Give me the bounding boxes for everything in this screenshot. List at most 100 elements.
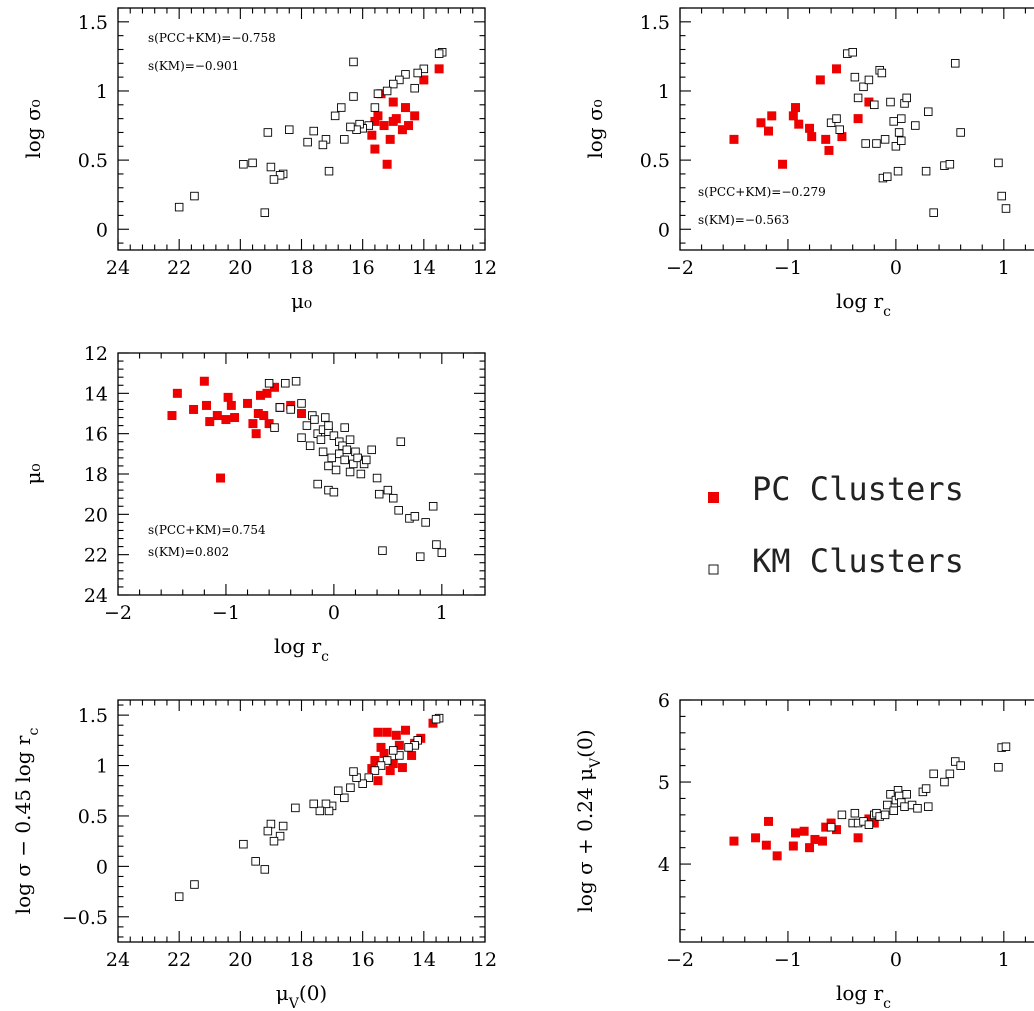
pc-cluster-point	[270, 382, 280, 392]
km-cluster-point	[902, 93, 911, 103]
km-cluster-point	[956, 761, 965, 770]
y-tick-label: 1.5	[78, 12, 108, 34]
annotation: s(PCC+KM)=0.754	[148, 523, 266, 537]
y-tick-label: 20	[84, 504, 108, 526]
km-cluster-point	[251, 857, 260, 866]
pc-cluster-point	[761, 840, 771, 850]
x-tick-label: −1	[774, 257, 802, 279]
km-cluster-point	[297, 433, 306, 442]
km-cluster-point	[376, 761, 386, 770]
km-cluster-point	[900, 802, 909, 811]
km-cluster-point	[889, 806, 898, 815]
x-tick-label: 1	[998, 949, 1010, 971]
pc-cluster-point	[172, 388, 182, 398]
pc-cluster-point	[189, 404, 199, 414]
x-tick-label: 16	[351, 949, 375, 971]
x-axis-label: μV(0)	[276, 981, 327, 1011]
km-cluster-point	[872, 139, 881, 148]
y-axis-label: log σ₀	[21, 99, 45, 158]
x-tick-label: 20	[228, 257, 252, 279]
km-cluster-point	[882, 800, 892, 810]
pc-cluster-point	[205, 417, 215, 427]
pc-cluster-point	[367, 130, 377, 140]
km-cluster-point	[346, 122, 355, 132]
pc-cluster-point	[810, 834, 820, 844]
km-cluster-point	[331, 465, 341, 475]
km-cluster-point	[313, 479, 322, 489]
x-tick-label: 0	[890, 257, 902, 279]
km-cluster-point	[853, 93, 863, 103]
pc-cluster-point	[230, 413, 240, 423]
pc-cluster-point	[869, 818, 879, 828]
km-cluster-point	[902, 790, 911, 799]
km-cluster-point	[303, 137, 312, 147]
pc-cluster-point	[756, 118, 766, 128]
pc-cluster-point	[817, 836, 827, 846]
y-tick-label: 1	[658, 81, 670, 103]
km-cluster-point	[945, 160, 955, 169]
pc-cluster-point	[772, 851, 782, 861]
km-cluster-point	[1001, 204, 1011, 213]
km-cluster-point	[174, 202, 184, 212]
km-cluster-point	[190, 880, 199, 889]
pc-cluster-point	[388, 97, 398, 107]
pc-cluster-point	[805, 843, 815, 853]
x-tick-label: 1	[436, 602, 448, 624]
pc-cluster-point	[370, 116, 380, 126]
km-cluster-point	[396, 437, 406, 446]
pc-cluster-point	[397, 763, 407, 773]
pc-cluster-point	[253, 409, 263, 418]
y-tick-label: 24	[84, 585, 108, 607]
km-cluster-point	[337, 103, 346, 112]
km-cluster-point	[850, 808, 860, 818]
km-cluster-point	[994, 763, 1003, 772]
km-cluster-point	[921, 166, 931, 176]
pc-cluster-point	[729, 134, 739, 144]
pc-cluster-point	[259, 411, 269, 421]
pc-cluster-point	[794, 119, 804, 129]
annotation: s(PCC+KM)=−0.279	[698, 185, 826, 199]
km-cluster-point	[321, 799, 331, 809]
x-tick-label: 0	[890, 949, 902, 971]
y-tick-label: 1.5	[640, 12, 670, 34]
km-cluster-point	[316, 435, 326, 444]
km-cluster-point	[346, 783, 355, 792]
km-cluster-point	[374, 489, 384, 499]
km-cluster-point	[291, 376, 301, 386]
km-cluster-point	[320, 413, 330, 422]
km-cluster-point	[389, 79, 398, 89]
km-cluster-point	[951, 59, 960, 68]
x-tick-label: 24	[106, 949, 130, 971]
x-tick-label: 14	[412, 949, 436, 971]
km-cluster-point	[358, 779, 367, 788]
pc-cluster-point	[248, 419, 258, 429]
pc-cluster-point	[764, 816, 774, 826]
km-cluster-point	[389, 746, 398, 755]
panel-p1: 24 22 20 18 16 14 12 0 0.5 1 1.5 μ₀ log σ₀ s(PCC+KM)=…	[21, 7, 497, 313]
km-cluster-point	[889, 117, 898, 126]
km-cluster-point	[367, 445, 376, 455]
km-cluster-point	[260, 208, 270, 217]
y-tick-label: 22	[84, 545, 108, 567]
y-axis-label: log σ − 0.45 log rc	[11, 728, 42, 915]
pc-cluster-point	[807, 132, 817, 142]
km-cluster-point	[848, 48, 857, 57]
km-cluster-point	[897, 136, 906, 146]
pc-cluster-point	[391, 730, 401, 740]
pc-cluster-point	[788, 111, 798, 121]
km-cluster-point	[324, 166, 334, 176]
x-tick-label: −2	[666, 257, 694, 279]
km-cluster-point	[174, 892, 184, 901]
km-cluster-point	[913, 804, 922, 813]
plot-frame	[679, 699, 1034, 943]
pc-cluster-point	[790, 103, 800, 113]
km-cluster-point	[1001, 742, 1011, 752]
km-cluster-point	[861, 139, 870, 148]
pc-cluster-point	[400, 725, 410, 735]
pc-cluster-point	[434, 64, 444, 74]
panel-p2: −2 −1 0 1 0 0.5 1 1.5 log rc log σ₀ s(PCC+KM)=−0.2…	[583, 7, 1034, 320]
km-cluster-point	[956, 128, 965, 137]
y-tick-label: 0	[96, 219, 108, 241]
pc-cluster-point	[373, 727, 383, 737]
